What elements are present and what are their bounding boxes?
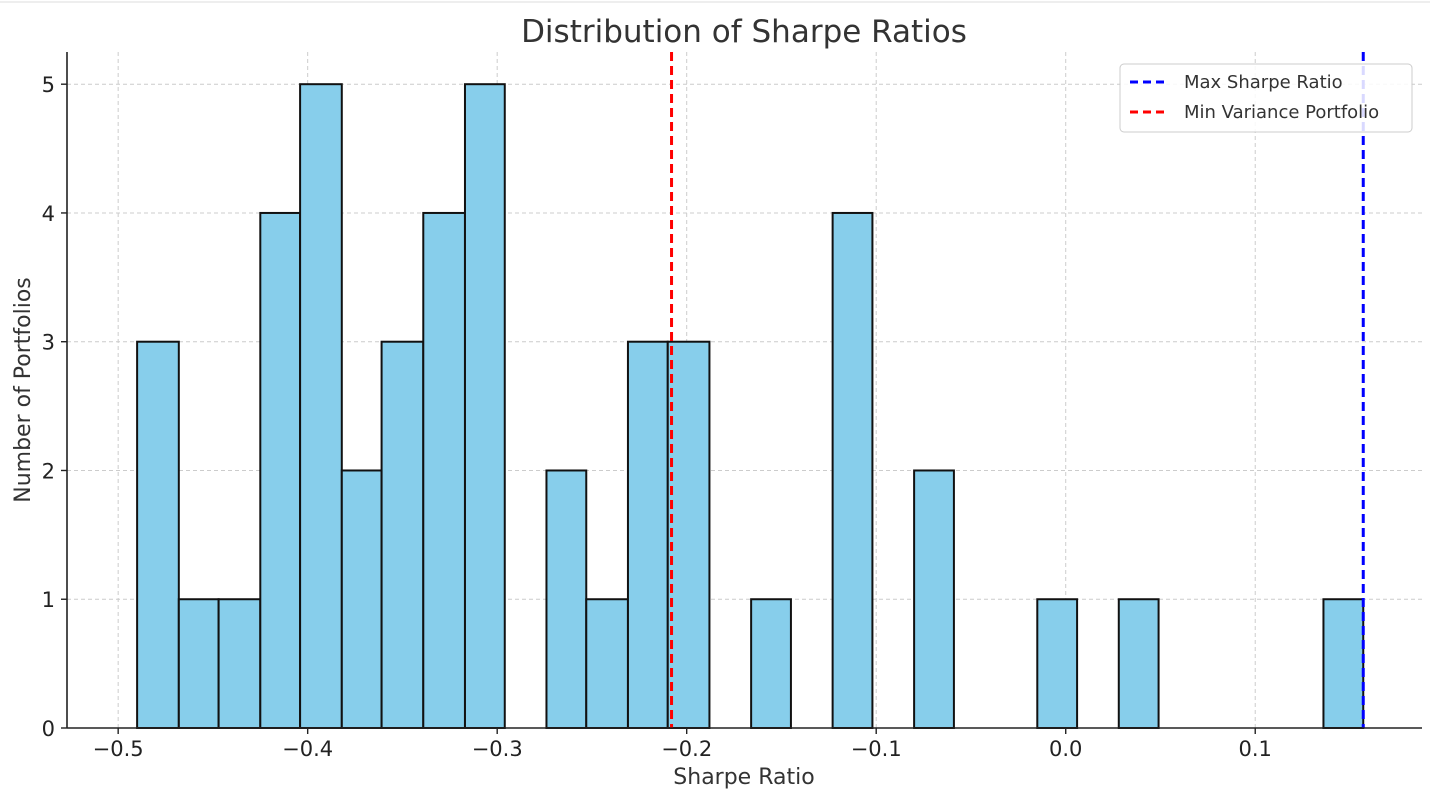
histogram-bar bbox=[382, 342, 424, 728]
histogram-bar bbox=[833, 213, 873, 728]
x-tick-label: −0.1 bbox=[851, 737, 902, 761]
y-axis-label: Number of Portfolios bbox=[11, 277, 36, 503]
histogram-bar bbox=[586, 599, 628, 728]
histogram-bar bbox=[423, 213, 465, 728]
x-tick-label: 0.1 bbox=[1239, 737, 1272, 761]
x-tick-label: −0.3 bbox=[472, 737, 523, 761]
histogram-bar bbox=[1037, 599, 1077, 728]
histogram-bar bbox=[137, 342, 179, 728]
histogram-bar bbox=[628, 342, 668, 728]
legend-label-min-variance: Min Variance Portfolio bbox=[1184, 102, 1379, 123]
histogram-bar bbox=[914, 470, 954, 728]
histogram-bar bbox=[751, 599, 791, 728]
histogram-bar bbox=[260, 213, 300, 728]
histogram-bar bbox=[668, 342, 710, 728]
histogram-bar bbox=[465, 84, 505, 728]
legend: Max Sharpe Ratio Min Variance Portfolio bbox=[1120, 64, 1412, 132]
x-tick-label: −0.4 bbox=[282, 737, 333, 761]
y-tick-label: 0 bbox=[42, 717, 55, 741]
histogram-bar bbox=[179, 599, 219, 728]
histogram-bar bbox=[1119, 599, 1159, 728]
y-tick-label: 3 bbox=[42, 331, 55, 355]
y-tick-label: 5 bbox=[42, 73, 55, 97]
histogram-bar bbox=[219, 599, 261, 728]
histogram-bar bbox=[300, 84, 342, 728]
histogram-bar bbox=[546, 470, 586, 728]
histogram-bar bbox=[1323, 599, 1363, 728]
chart-title: Distribution of Sharpe Ratios bbox=[521, 14, 967, 50]
x-tick-label: 0.0 bbox=[1049, 737, 1082, 761]
histogram-bar bbox=[342, 470, 382, 728]
y-tick-label: 1 bbox=[42, 588, 55, 612]
x-tick-label: −0.2 bbox=[661, 737, 712, 761]
x-tick-label: −0.5 bbox=[93, 737, 144, 761]
y-tick-label: 4 bbox=[42, 202, 55, 226]
legend-label-max-sharpe: Max Sharpe Ratio bbox=[1184, 72, 1343, 93]
x-axis-label: Sharpe Ratio bbox=[673, 765, 814, 790]
y-tick-label: 2 bbox=[42, 459, 55, 483]
